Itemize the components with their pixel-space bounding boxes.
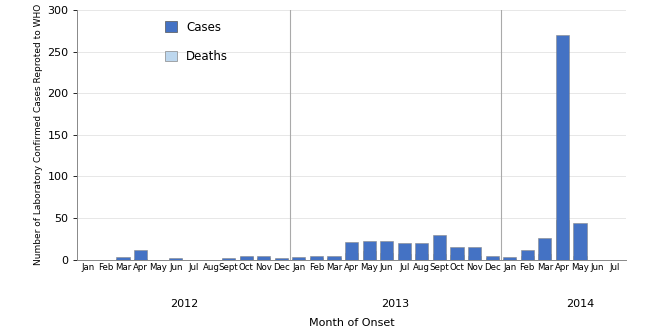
Bar bbox=[328, 256, 341, 260]
Bar bbox=[169, 258, 183, 260]
Bar bbox=[468, 256, 481, 260]
Bar bbox=[222, 258, 235, 260]
Bar bbox=[556, 35, 569, 260]
Bar bbox=[362, 251, 375, 260]
Bar bbox=[573, 256, 586, 260]
Bar bbox=[380, 241, 393, 260]
Bar bbox=[468, 247, 481, 260]
Bar bbox=[486, 258, 499, 260]
Text: Month of Onset: Month of Onset bbox=[309, 318, 394, 328]
Bar bbox=[275, 259, 288, 260]
Text: 2014: 2014 bbox=[566, 299, 594, 309]
Bar bbox=[362, 241, 375, 260]
Bar bbox=[521, 256, 534, 260]
Legend: Cases, Deaths: Cases, Deaths bbox=[160, 16, 233, 68]
Bar bbox=[556, 220, 569, 260]
Text: 2012: 2012 bbox=[170, 299, 199, 309]
Bar bbox=[345, 242, 358, 260]
Bar bbox=[117, 257, 130, 260]
Bar bbox=[486, 256, 499, 260]
Bar bbox=[292, 257, 305, 260]
Bar bbox=[222, 259, 235, 260]
Text: 2013: 2013 bbox=[381, 299, 410, 309]
Bar bbox=[503, 259, 516, 260]
Bar bbox=[538, 238, 551, 260]
Bar bbox=[398, 243, 411, 260]
Bar bbox=[503, 257, 516, 260]
Bar bbox=[134, 250, 147, 260]
Bar bbox=[433, 235, 446, 260]
Bar bbox=[450, 247, 464, 260]
Bar bbox=[415, 254, 428, 260]
Bar bbox=[521, 250, 534, 260]
Bar bbox=[345, 253, 358, 260]
Bar bbox=[310, 256, 323, 260]
Bar bbox=[398, 254, 411, 260]
Bar bbox=[292, 259, 305, 260]
Bar bbox=[433, 254, 446, 260]
Bar bbox=[257, 258, 270, 260]
Bar bbox=[380, 253, 393, 260]
Bar bbox=[538, 254, 551, 260]
Bar bbox=[275, 258, 288, 260]
Bar bbox=[117, 259, 130, 260]
Bar bbox=[415, 243, 428, 260]
Bar bbox=[134, 259, 147, 260]
Bar bbox=[450, 255, 464, 260]
Bar bbox=[310, 258, 323, 260]
Bar bbox=[257, 256, 270, 260]
Bar bbox=[239, 256, 253, 260]
Bar bbox=[328, 258, 341, 260]
Y-axis label: Number of Laboratory Confirmed Cases Reproted to WHO: Number of Laboratory Confirmed Cases Rep… bbox=[34, 4, 43, 265]
Bar bbox=[573, 223, 586, 260]
Bar bbox=[239, 257, 253, 260]
Bar bbox=[169, 259, 183, 260]
